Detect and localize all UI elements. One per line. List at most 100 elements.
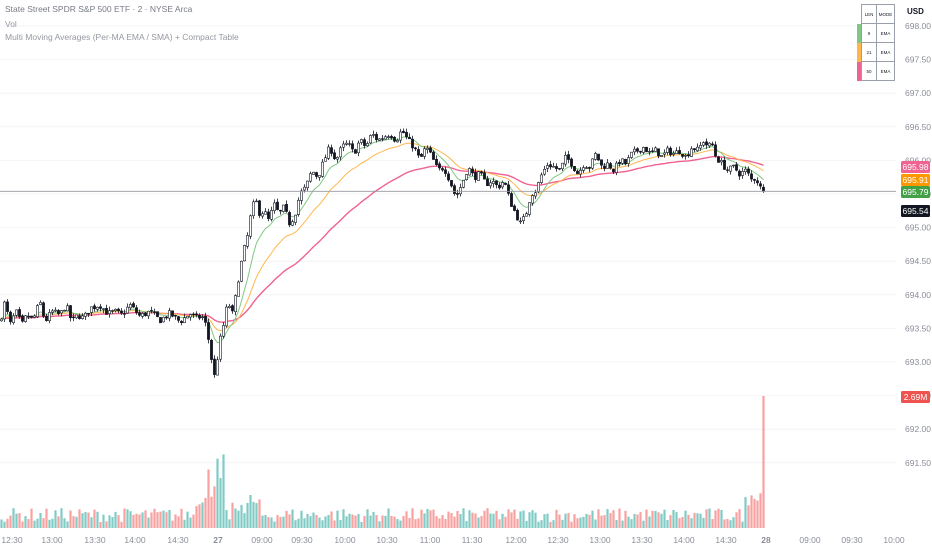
volume-bar <box>504 516 507 528</box>
volume-bar <box>204 497 207 528</box>
candle-body <box>225 306 228 327</box>
candle-body <box>648 151 651 153</box>
candle-body <box>396 139 399 143</box>
volume-bar <box>570 521 573 528</box>
candle-body <box>381 138 384 140</box>
volume-bar <box>561 519 564 528</box>
candle-body <box>576 170 579 175</box>
candle-body <box>432 151 435 160</box>
volume-bar <box>435 516 438 528</box>
ma-length: 50 <box>861 61 877 81</box>
volume-bar <box>564 513 567 528</box>
volume-bar <box>501 513 504 528</box>
ma-table-header: LEN MODE <box>857 4 895 24</box>
candle-body <box>360 139 363 143</box>
volume-bar <box>477 517 480 528</box>
candle-body <box>756 180 759 184</box>
volume-bar <box>228 519 231 528</box>
candle-body <box>279 210 282 212</box>
volume-bar <box>216 458 219 528</box>
volume-bar <box>18 513 21 528</box>
candle-body <box>48 312 51 322</box>
volume-bar <box>450 513 453 528</box>
candle-body <box>69 305 72 319</box>
currency-label[interactable]: USD <box>907 7 924 16</box>
volume-bar <box>624 510 627 528</box>
candle-body <box>630 151 633 158</box>
candle-body <box>180 320 183 323</box>
price-tick-label: 697.50 <box>905 55 931 65</box>
candle-body <box>594 153 597 160</box>
candle-body <box>270 210 273 220</box>
candle-body <box>357 142 360 154</box>
candle-body <box>408 137 411 140</box>
candle-body <box>117 308 120 311</box>
volume-bar <box>123 508 126 528</box>
volume-bar <box>75 516 78 528</box>
volume-bar <box>345 516 348 528</box>
time-tick-label: 09:00 <box>799 535 821 545</box>
volume-bar <box>597 509 600 528</box>
candle-body <box>321 161 324 177</box>
volume-bar <box>279 517 282 528</box>
candle-body <box>636 148 639 152</box>
volume-bar <box>321 520 324 528</box>
candle-body <box>183 317 186 324</box>
volume-bar <box>192 514 195 528</box>
candle-body <box>417 149 420 156</box>
candle-body <box>501 182 504 188</box>
candle-body <box>72 316 75 319</box>
price-tick-label: 697.00 <box>905 88 931 98</box>
volume-bar <box>486 508 489 528</box>
candle-body <box>231 305 234 312</box>
candle-body <box>114 308 117 312</box>
volume-bar <box>591 510 594 528</box>
volume-bar <box>213 486 216 528</box>
volume-bar <box>324 516 327 528</box>
candle-body <box>744 168 747 172</box>
candle-body <box>159 317 162 324</box>
candle-body <box>402 130 405 134</box>
volume-bar <box>705 509 708 528</box>
volume-legend[interactable]: Vol <box>5 19 17 29</box>
volume-bar <box>744 497 747 528</box>
candle-body <box>195 313 198 316</box>
volume-bar <box>585 513 588 528</box>
volume-bar <box>312 512 315 528</box>
price-badge-label: 695.98 <box>903 162 929 172</box>
candle-body <box>654 147 657 152</box>
study-legend[interactable]: Multi Moving Averages (Per-MA EMA / SMA)… <box>5 32 239 42</box>
symbol-title[interactable]: State Street SPDR S&P 500 ETF · 2 · NYSE… <box>5 4 193 14</box>
candle-body <box>729 165 732 172</box>
volume-bar <box>495 510 498 528</box>
volume-badge-label: 2.69M <box>904 392 928 402</box>
volume-bar <box>294 520 297 528</box>
candle-body <box>378 138 381 141</box>
volume-bar <box>366 509 369 528</box>
time-axis[interactable]: 12:30 13:00 13:30 14:00 14:30 27 09:00 09:30 10:… <box>1 535 905 545</box>
volume-bar <box>654 510 657 528</box>
candle-body <box>471 168 474 174</box>
volume-bar <box>171 520 174 528</box>
candle-body <box>579 170 582 175</box>
volume-bar <box>579 517 582 528</box>
volume-bar <box>528 512 531 528</box>
volume-bar <box>567 513 570 528</box>
candle-body <box>24 315 27 322</box>
candle-body <box>507 184 510 194</box>
volume-bar <box>120 521 123 528</box>
volume-bar <box>351 514 354 528</box>
volume-bar <box>207 469 210 528</box>
volume-bar <box>270 517 273 528</box>
candle-body <box>486 178 489 186</box>
candle-body <box>219 335 222 360</box>
candle-body <box>723 159 726 170</box>
candle-body <box>582 167 585 171</box>
candle-body <box>759 183 762 187</box>
volume-bar <box>471 512 474 528</box>
price-axis[interactable]: 698.00697.50697.00696.50696.00695.50695.… <box>896 0 932 550</box>
time-tick-label: 28 <box>761 535 771 545</box>
candle-body <box>189 314 192 318</box>
candle-body <box>12 315 15 323</box>
